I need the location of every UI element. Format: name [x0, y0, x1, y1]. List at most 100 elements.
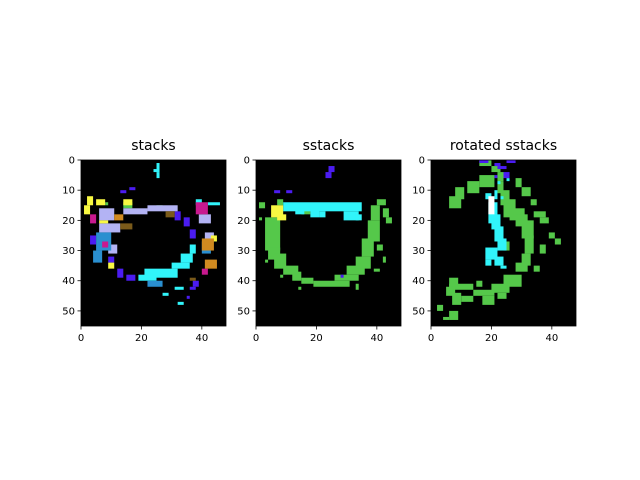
- pixel-block: [539, 217, 549, 224]
- pixel-block: [524, 235, 534, 254]
- pixel-block: [183, 217, 190, 227]
- pixel-block: [195, 202, 208, 215]
- pixel-block: [310, 208, 320, 218]
- pixel-block: [515, 178, 522, 188]
- pixel-block: [274, 253, 287, 269]
- y-tick-label: 40: [412, 276, 425, 287]
- axes-frame: [80, 159, 227, 327]
- panel-rotated-sstacks: rotated sstacks 0 20 40 0 10 20 30 40 50: [412, 138, 577, 344]
- pixel-block: [274, 190, 281, 194]
- y-tick-label: 40: [237, 276, 250, 287]
- pixel-block: [189, 244, 196, 254]
- pixel-block: [177, 301, 184, 305]
- pixel-block: [485, 193, 492, 200]
- pixel-block: [449, 277, 459, 287]
- pixel-block: [361, 238, 374, 257]
- pixel-block: [301, 277, 314, 284]
- y-tick-label: 50: [412, 306, 425, 317]
- pixel-block: [129, 187, 136, 191]
- pixel-block: [99, 223, 121, 233]
- panel-stacks: stacks 0 20 40 0 10 20 30 40 50: [62, 138, 227, 344]
- x-tick-label: 0: [78, 333, 84, 344]
- y-tick-label: 10: [62, 186, 75, 197]
- pixel-block: [355, 256, 371, 269]
- pixel-block: [521, 253, 531, 266]
- pixel-block: [174, 286, 184, 290]
- pixel-block: [449, 283, 474, 290]
- pixel-block: [147, 280, 163, 287]
- y-tick-label: 0: [69, 156, 75, 167]
- pixel-block: [334, 274, 359, 281]
- pixel-block: [114, 214, 124, 221]
- pixel-block: [476, 280, 483, 287]
- pixel-block: [189, 286, 196, 290]
- pixel-block: [292, 271, 302, 281]
- panel-sstacks: sstacks 0 20 40 0 10 20 30 40 50: [237, 138, 402, 344]
- pixel-block: [189, 277, 196, 281]
- pixel-block: [174, 211, 181, 221]
- pixel-block: [485, 259, 492, 266]
- pixel-block: [156, 163, 160, 173]
- pixel-block: [123, 208, 148, 215]
- pixel-block: [521, 220, 534, 239]
- y-tick-label: 30: [62, 246, 75, 257]
- pixel-block: [530, 199, 537, 206]
- pixel-block: [319, 211, 326, 218]
- pixel-block: [452, 292, 462, 305]
- pixel-block: [153, 169, 157, 173]
- x-tick-label: 40: [545, 333, 558, 344]
- pixel-block: [147, 205, 178, 212]
- pixel-block: [533, 211, 546, 218]
- x-tick-label: 40: [195, 333, 208, 344]
- pixel-block: [108, 262, 115, 269]
- pixel-block: [491, 214, 501, 230]
- pixel-block: [346, 265, 365, 275]
- pixel-block: [497, 181, 501, 185]
- pixel-block: [325, 172, 332, 179]
- pixel-block: [210, 235, 217, 242]
- pixel-block: [207, 202, 220, 206]
- y-tick-label: 50: [237, 306, 250, 317]
- y-tick-label: 20: [237, 216, 250, 227]
- pixel-block: [461, 295, 474, 302]
- pixel-block: [491, 166, 501, 173]
- pixel-block: [138, 274, 157, 281]
- pixel-block: [283, 265, 299, 275]
- pixel-block: [488, 196, 495, 215]
- pixel-block: [355, 283, 359, 290]
- pixel-block: [265, 217, 281, 251]
- pixel-block: [521, 187, 531, 197]
- x-tick-label: 20: [310, 333, 323, 344]
- pixel-block: [494, 256, 504, 266]
- pixel-block: [367, 220, 380, 242]
- y-tick-label: 20: [62, 216, 75, 227]
- pixel-block: [494, 163, 501, 167]
- pixel-block: [497, 166, 507, 170]
- pixel-block: [186, 295, 190, 299]
- pixel-block: [506, 160, 516, 164]
- pixel-block: [497, 172, 504, 182]
- pixel-block: [497, 292, 507, 299]
- pixel-block: [84, 205, 91, 215]
- y-tick-label: 20: [412, 216, 425, 227]
- pixel-block: [500, 190, 510, 206]
- pixel-block: [117, 268, 124, 278]
- pixel-block: [99, 208, 115, 221]
- pixel-block: [500, 265, 507, 269]
- pixel-block: [313, 280, 350, 287]
- title-rotated-sstacks: rotated sstacks: [450, 138, 557, 154]
- pixel-block: [180, 253, 193, 263]
- axes-frame: [430, 159, 577, 327]
- pixel-block: [283, 202, 362, 212]
- pixel-block: [120, 223, 133, 230]
- pixel-block: [156, 172, 160, 179]
- pixel-block: [548, 232, 555, 239]
- pixel-block: [382, 256, 386, 263]
- pixel-block: [497, 238, 507, 251]
- pixel-block: [373, 268, 380, 272]
- pixel-block: [126, 274, 136, 281]
- pixel-block: [280, 274, 284, 278]
- pixel-block: [370, 205, 380, 221]
- pixel-block: [539, 244, 546, 254]
